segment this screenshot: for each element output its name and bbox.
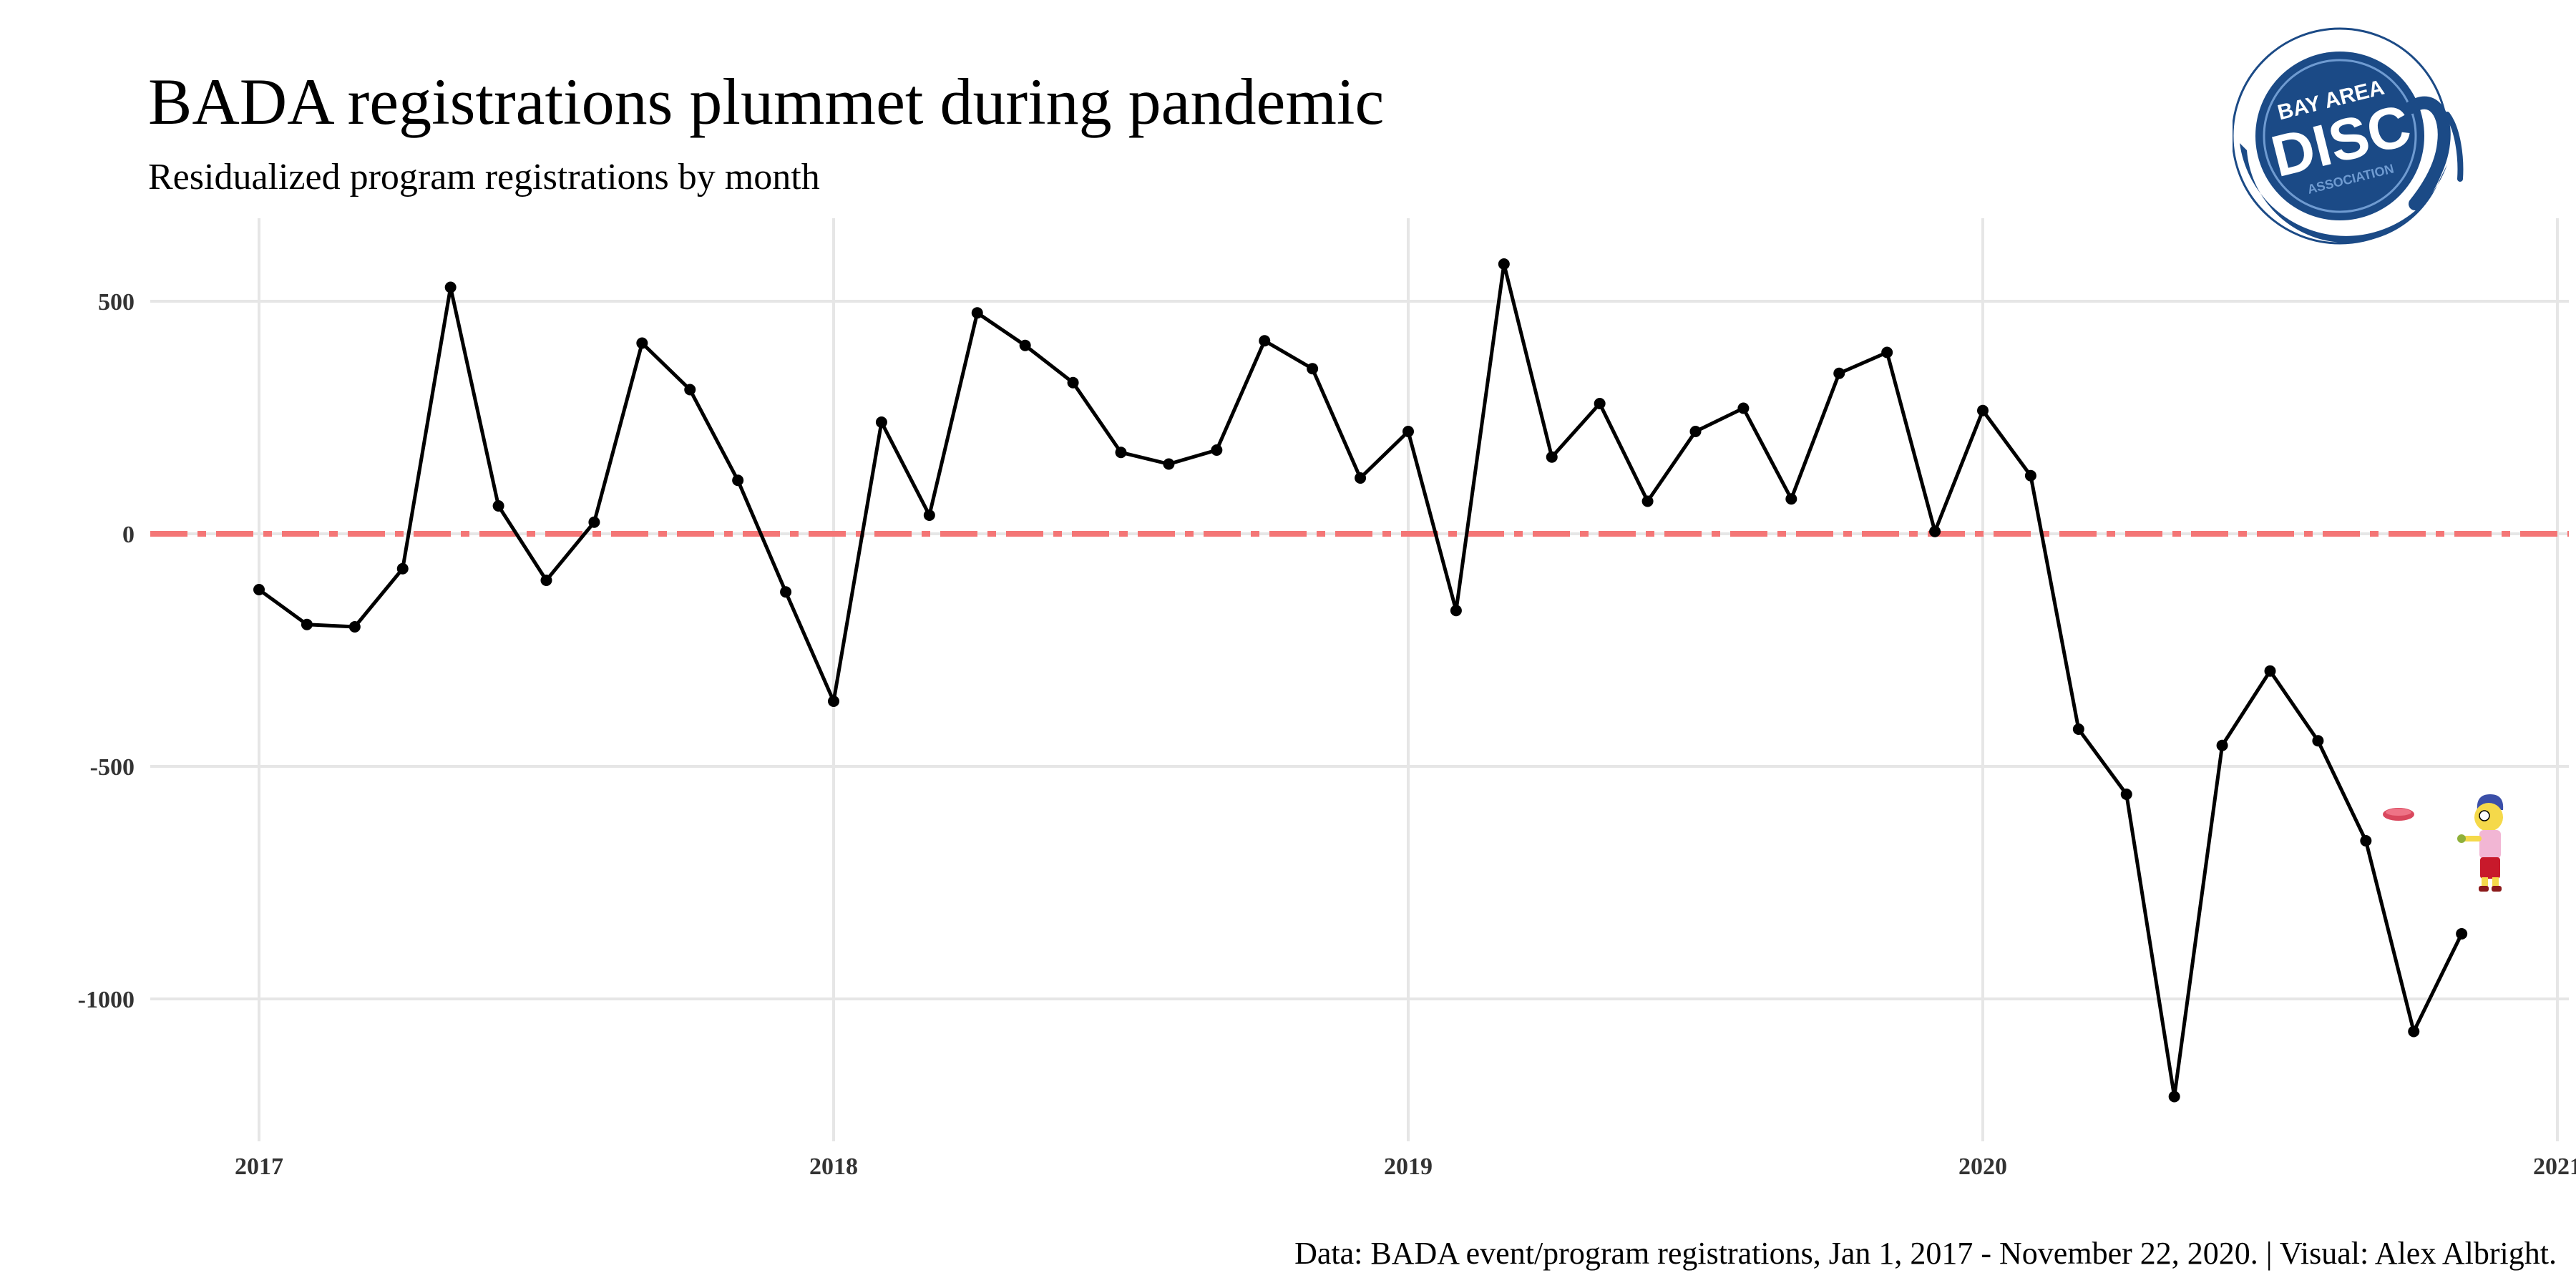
data-point (1977, 404, 1989, 416)
data-point (2360, 835, 2372, 847)
data-point (1019, 339, 1031, 351)
x-tick-label: 2018 (809, 1153, 858, 1180)
data-point (1163, 458, 1175, 470)
data-point (684, 384, 696, 396)
data-point (971, 307, 983, 319)
series-points (253, 258, 2468, 1103)
x-tick-label: 2017 (235, 1153, 283, 1180)
data-point (923, 509, 935, 521)
data-point (2264, 665, 2276, 677)
data-point (2024, 469, 2036, 482)
series-line (258, 262, 2464, 1098)
registrations-line (258, 262, 2464, 1098)
data-point (780, 586, 792, 598)
data-point (1211, 444, 1223, 456)
y-tick-label: -1000 (78, 987, 135, 1013)
y-tick-label: -500 (90, 754, 135, 781)
data-point (2168, 1091, 2180, 1103)
data-point (2216, 739, 2228, 751)
data-point (396, 562, 409, 575)
data-point (828, 696, 839, 707)
chart-caption: Data: BADA event/program registrations, … (1294, 1236, 2557, 1271)
data-point (1067, 376, 1079, 389)
data-point (1259, 335, 1271, 347)
data-point (1641, 495, 1654, 507)
data-point (1833, 367, 1845, 379)
data-point (1737, 402, 1750, 414)
player-illustration (2457, 794, 2504, 892)
data-point (2456, 928, 2468, 940)
data-point (1355, 472, 1367, 484)
x-tick-label: 2019 (1384, 1153, 1433, 1180)
data-point (1929, 525, 1941, 537)
data-point (1115, 447, 1127, 459)
y-tick-label: 0 (122, 522, 135, 548)
data-point (2312, 735, 2324, 747)
bada-logo: BAY AREA DISC ASSOCIATION (2233, 27, 2464, 245)
grid-lines (150, 218, 2569, 1141)
data-point (444, 281, 457, 293)
data-point (1689, 426, 1702, 437)
chart-title: BADA registrations plummet during pandem… (148, 65, 1385, 138)
data-point (1594, 398, 1606, 409)
data-point (1881, 346, 1893, 358)
data-point (1402, 426, 1414, 437)
y-tick-label: 500 (98, 289, 135, 316)
x-tick-label: 2020 (1958, 1153, 2007, 1180)
data-point (301, 618, 313, 630)
data-point (1307, 363, 1319, 375)
frisbee-illustration (2383, 808, 2414, 821)
x-tick-label: 2021 (2533, 1153, 2576, 1180)
data-point (588, 516, 600, 528)
data-point (636, 337, 648, 349)
data-point (732, 474, 744, 487)
chart-subtitle: Residualized program registrations by mo… (148, 157, 820, 197)
data-point (1450, 605, 1462, 617)
data-point (2408, 1025, 2420, 1038)
data-point (348, 621, 361, 633)
data-point (1785, 493, 1797, 505)
data-point (492, 500, 504, 512)
data-point (540, 575, 552, 586)
data-point (2120, 789, 2132, 800)
data-point (1498, 258, 1510, 270)
axis-labels: 500 0 -500 -1000 2017 2018 2019 2020 2021 (78, 289, 2576, 1180)
data-point (253, 584, 265, 595)
data-point (2072, 723, 2084, 735)
data-point (875, 416, 887, 428)
data-point (1546, 451, 1558, 463)
